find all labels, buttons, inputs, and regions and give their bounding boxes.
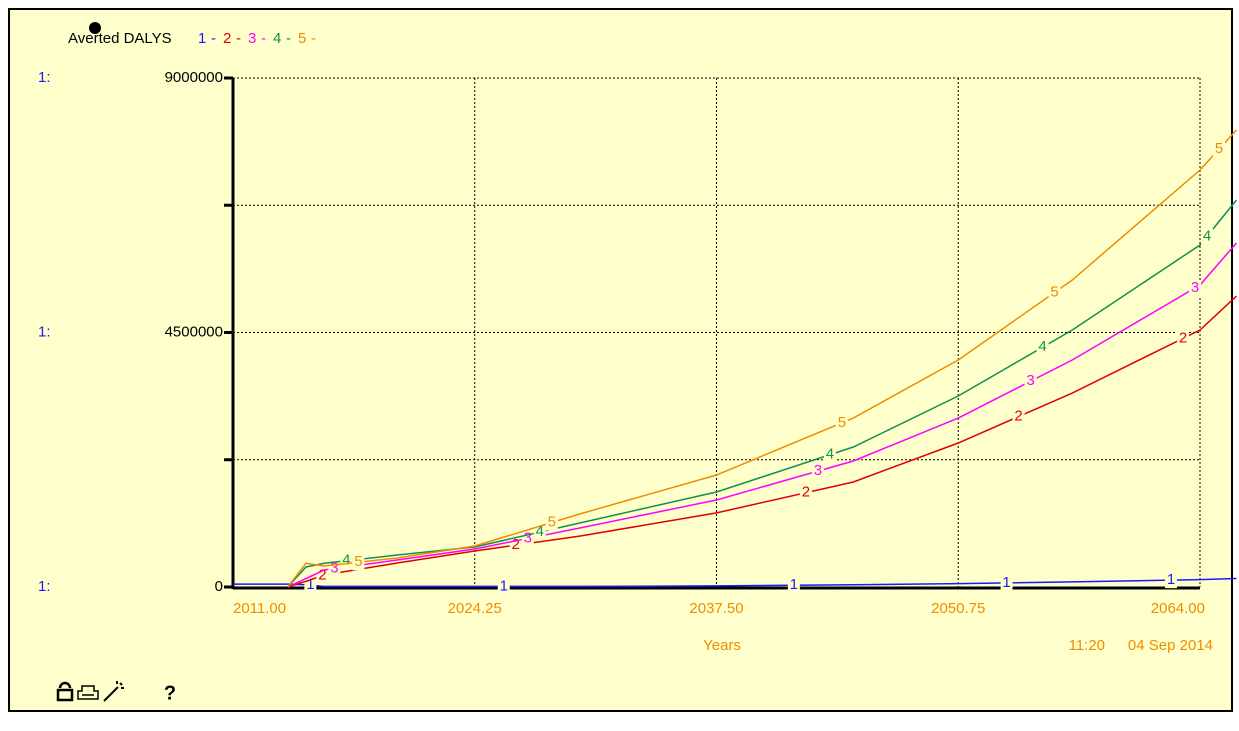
time: 11:20: [1069, 637, 1105, 654]
series-marker-bg: [1212, 141, 1225, 158]
series-marker-bg: [1188, 279, 1201, 296]
frame: [8, 8, 1233, 712]
print-icon[interactable]: [77, 685, 99, 700]
series-marker-bg: [1012, 408, 1025, 425]
legend-separator: -: [261, 30, 266, 47]
series-marker-bg: [497, 578, 510, 595]
x-tick-label: 2024.25: [448, 600, 502, 617]
help-button[interactable]: ?: [164, 682, 176, 704]
x-tick-label: 2037.50: [689, 600, 743, 617]
series-marker: 5: [1050, 283, 1058, 300]
legend-separator: -: [211, 30, 216, 47]
series-marker: 4: [1203, 227, 1211, 244]
series-marker-bg: [1164, 572, 1177, 589]
series-marker: 3: [814, 462, 822, 479]
x-axis-label: Years: [703, 637, 741, 654]
series-marker: 5: [838, 414, 846, 431]
wand-icon[interactable]: [103, 681, 124, 702]
legend-separator: -: [311, 30, 316, 47]
series-marker: 1: [500, 577, 508, 594]
series-marker: 3: [1191, 279, 1199, 296]
legend-entry: 1: [198, 30, 206, 47]
series-marker-bg: [1200, 228, 1213, 245]
series-marker: 3: [330, 560, 338, 577]
legend-entry: 5: [298, 30, 306, 47]
series-marker-bg: [787, 577, 800, 594]
legend-separator: -: [286, 30, 291, 47]
series-marker: 1: [306, 576, 314, 593]
series-marker: 5: [1215, 140, 1223, 157]
series-marker-bg: [1048, 284, 1061, 301]
axis-series-label: 1:: [38, 69, 51, 86]
series-marker-bg: [1176, 330, 1189, 347]
series-marker-bg: [340, 552, 353, 569]
pin-icon[interactable]: [89, 22, 101, 34]
series-marker: 4: [1038, 338, 1046, 355]
legend-entry: 2: [223, 30, 231, 47]
series-marker-bg: [811, 463, 824, 480]
series-line: [287, 199, 1238, 588]
series-marker: 2: [802, 484, 810, 501]
series-marker: 4: [536, 523, 544, 540]
y-tick-label: 9000000: [165, 69, 223, 86]
legend: 1-2-3-4-5-: [198, 30, 316, 47]
legend-separator: -: [236, 30, 241, 47]
y-tick-label: 0: [215, 578, 223, 595]
series-marker-bg: [823, 446, 836, 463]
legend-entry: 4: [273, 30, 281, 47]
series-marker: 1: [1002, 574, 1010, 591]
toolbar: [56, 681, 124, 702]
series-marker: 2: [1014, 408, 1022, 425]
chart-title: Averted DALYS: [68, 30, 172, 47]
series-marker: 2: [1179, 329, 1187, 346]
series-marker: 1: [790, 576, 798, 593]
series-line: [287, 129, 1238, 588]
series-marker: 5: [548, 513, 556, 530]
x-tick-label: 2011.00: [233, 600, 286, 617]
series-marker: 5: [354, 553, 362, 570]
series-marker: 1: [1167, 571, 1175, 588]
series-marker-bg: [835, 414, 848, 431]
axis-series-label: 1:: [38, 578, 51, 595]
series-marker: 2: [318, 567, 326, 584]
series-marker-bg: [1000, 574, 1013, 591]
series-marker: 4: [342, 552, 350, 569]
series-marker-bg: [1024, 373, 1037, 390]
legend-entry: 3: [248, 30, 256, 47]
date: 04 Sep 2014: [1128, 637, 1213, 654]
x-tick-label: 2050.75: [931, 600, 985, 617]
series-line: [287, 242, 1238, 588]
series-marker: 3: [524, 529, 532, 546]
series-marker-bg: [352, 554, 365, 571]
series-marker: 2: [512, 536, 520, 553]
series-marker-bg: [1036, 339, 1049, 356]
series-marker-bg: [545, 514, 558, 531]
series-marker-bg: [533, 524, 546, 541]
lock-icon[interactable]: [56, 681, 74, 702]
series-marker-bg: [799, 484, 812, 501]
series-marker: 3: [1026, 372, 1034, 389]
axis-series-label: 1:: [38, 323, 51, 340]
y-tick-label: 4500000: [165, 323, 223, 340]
series-marker: 4: [826, 446, 834, 463]
x-tick-label: 2064.00: [1151, 600, 1205, 617]
